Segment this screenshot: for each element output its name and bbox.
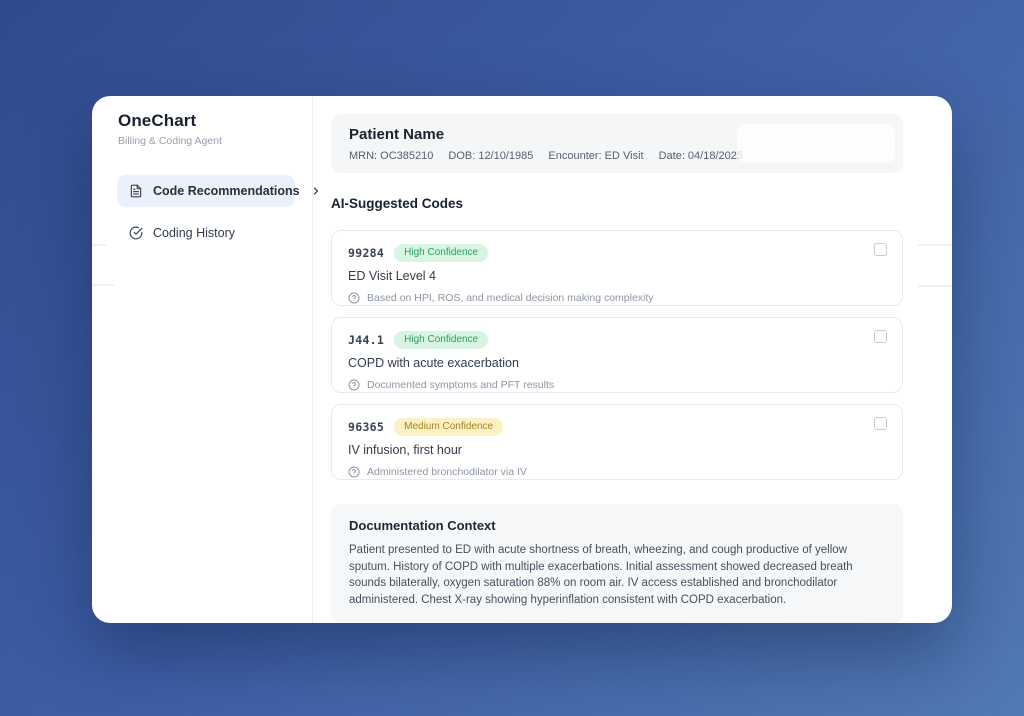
code-rationale: Administered bronchodilator via IV	[348, 466, 886, 478]
confidence-badge: High Confidence	[394, 331, 489, 349]
sidebar-item-label: Code Recommendations	[153, 184, 300, 198]
documentation-context-body: Patient presented to ED with acute short…	[349, 544, 853, 607]
code-rationale-text: Administered bronchodilator via IV	[367, 466, 527, 478]
patient-date: Date: 04/18/2025	[658, 150, 743, 162]
help-circle-icon	[348, 292, 360, 304]
code-value: 96365	[348, 420, 385, 434]
code-rationale-text: Documented symptoms and PFT results	[367, 379, 555, 391]
code-row: J44.1 High Confidence	[348, 331, 886, 349]
brand: OneChart Billing & Coding Agent	[118, 111, 296, 147]
code-card: 96365 Medium Confidence IV infusion, fir…	[331, 404, 903, 480]
sidebar-item-code-recommendations[interactable]: Code Recommendations	[117, 175, 318, 207]
confidence-badge: Medium Confidence	[394, 418, 504, 436]
divider	[92, 244, 106, 246]
code-row: 99284 High Confidence	[348, 244, 886, 262]
sidebar-item-label: Coding History	[153, 226, 235, 240]
patient-name: Patient Name	[349, 126, 445, 143]
documentation-context: Documentation Context Patient presented …	[331, 504, 903, 623]
check-circle-icon	[129, 226, 143, 240]
documentation-context-heading: Documentation Context	[349, 518, 496, 533]
code-value: 99284	[348, 246, 385, 260]
code-card: 99284 High Confidence ED Visit Level 4 B…	[331, 230, 903, 306]
code-title: ED Visit Level 4	[348, 269, 437, 283]
ai-suggested-codes-heading: AI-Suggested Codes	[331, 196, 464, 211]
patient-header: Patient Name MRN: OC385210 DOB: 12/10/19…	[331, 114, 903, 173]
code-rationale: Documented symptoms and PFT results	[348, 379, 886, 391]
code-title: IV infusion, first hour	[348, 443, 462, 457]
code-title: COPD with acute exacerbation	[348, 356, 519, 370]
divider	[918, 285, 952, 287]
patient-dob: DOB: 12/10/1985	[448, 150, 534, 162]
patient-meta: MRN: OC385210 DOB: 12/10/1985 Encounter:…	[349, 150, 885, 162]
submit-selected-codes-button[interactable]: Submit Selected Codes	[737, 124, 895, 162]
code-card: J44.1 High Confidence COPD with acute ex…	[331, 317, 903, 393]
code-checkbox[interactable]	[874, 417, 887, 430]
patient-encounter: Encounter: ED Visit	[548, 150, 644, 162]
code-value: J44.1	[348, 333, 385, 347]
chevron-right-icon	[310, 185, 322, 197]
sidebar: OneChart Billing & Coding Agent Code Rec…	[92, 96, 318, 623]
divider	[92, 284, 114, 286]
code-checkbox[interactable]	[874, 243, 887, 256]
code-checkbox[interactable]	[874, 330, 887, 343]
main-content: Patient Name MRN: OC385210 DOB: 12/10/19…	[313, 96, 952, 623]
app-title: OneChart	[118, 111, 197, 130]
file-text-icon	[129, 184, 143, 198]
code-rationale-text: Based on HPI, ROS, and medical decision …	[367, 292, 654, 304]
divider	[918, 244, 952, 246]
app-window: OneChart Billing & Coding Agent Code Rec…	[92, 96, 952, 623]
confidence-badge: High Confidence	[394, 244, 489, 262]
code-row: 96365 Medium Confidence	[348, 418, 886, 436]
patient-mrn: MRN: OC385210	[349, 150, 434, 162]
app-tagline: Billing & Coding Agent	[118, 135, 222, 147]
sidebar-item-coding-history[interactable]: Coding History	[117, 217, 295, 249]
code-list: 99284 High Confidence ED Visit Level 4 B…	[331, 230, 903, 480]
sidebar-nav: Code Recommendations Coding History	[117, 175, 318, 249]
code-rationale: Based on HPI, ROS, and medical decision …	[348, 292, 886, 304]
help-circle-icon	[348, 466, 360, 478]
help-circle-icon	[348, 379, 360, 391]
